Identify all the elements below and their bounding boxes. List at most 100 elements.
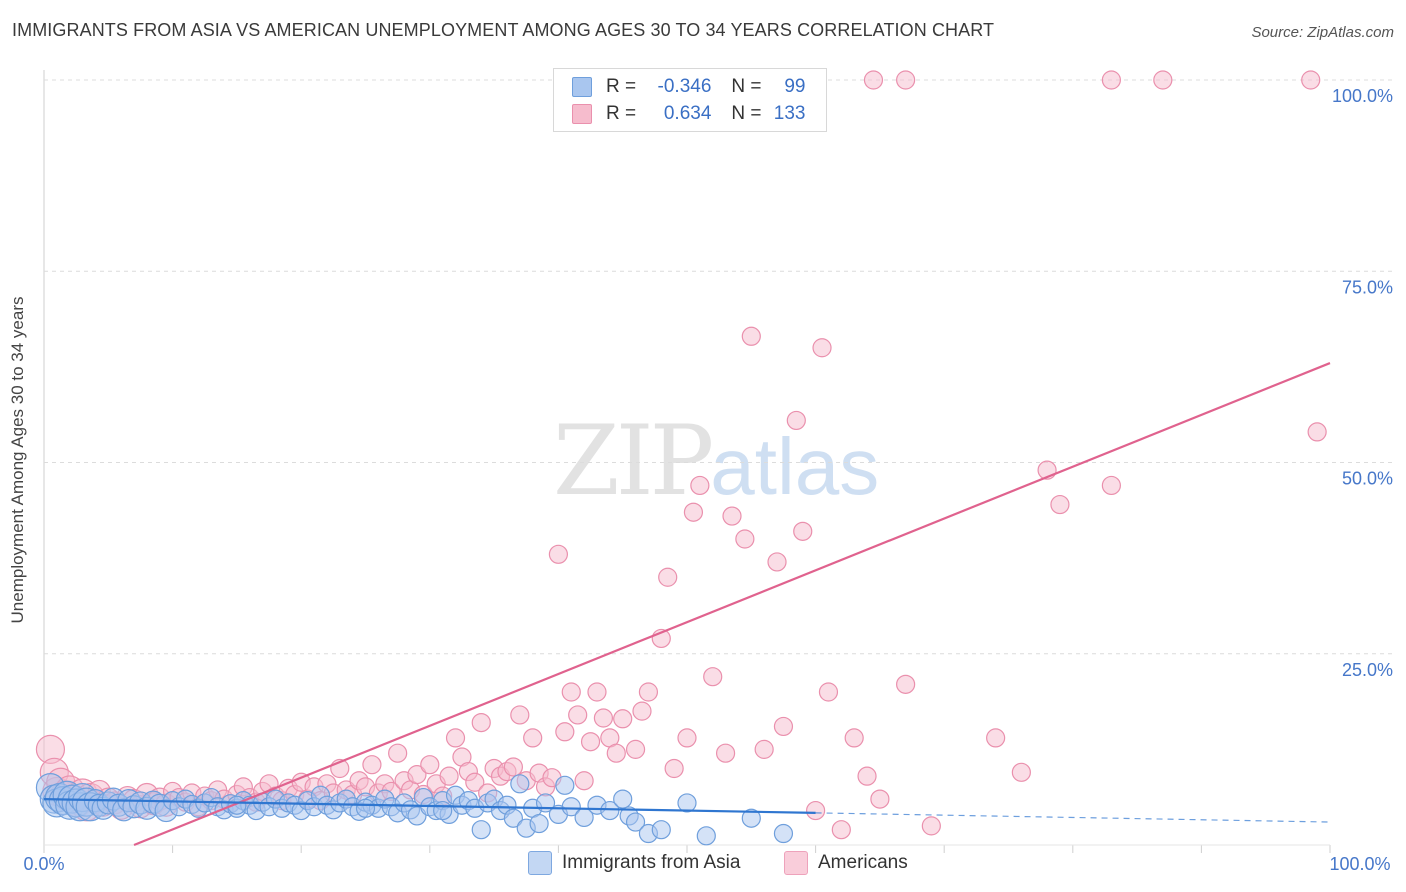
asia-point (561, 797, 581, 817)
americans-point (793, 521, 813, 541)
americans-point (722, 506, 742, 526)
americans-point (523, 728, 543, 748)
watermark-zip: ZIP (553, 405, 714, 517)
americans-point (503, 757, 523, 777)
watermark-atlas: atlas (710, 422, 880, 511)
americans-point (870, 789, 890, 809)
asia-point (503, 808, 523, 828)
y-tick-label: 75.0% (1342, 277, 1393, 297)
americans-point (1301, 70, 1321, 90)
legend-swatch-asia (528, 851, 552, 875)
americans-point (844, 728, 864, 748)
x-tick-label: 100.0% (1329, 854, 1390, 874)
asia-r-value: -0.346 (657, 76, 712, 97)
americans-r-label: R = (606, 103, 637, 124)
legend-swatch-americans (784, 851, 808, 875)
legend-label-americans: Americans (818, 852, 908, 873)
americans-point (593, 708, 614, 728)
asia-point (651, 820, 671, 840)
americans-point (1050, 494, 1070, 515)
stats-legend: R = -0.346 N = 99 R = 0.634 N = 133 (553, 68, 827, 132)
americans-point (439, 766, 459, 786)
asia-point (355, 798, 376, 818)
americans-point (690, 475, 710, 496)
asia-point (529, 813, 549, 834)
y-tick-label: 100.0% (1332, 86, 1393, 106)
americans-point (677, 728, 697, 748)
asia-point (555, 775, 575, 795)
americans-point (638, 682, 659, 702)
americans-point (812, 338, 832, 358)
americans-point (388, 743, 408, 763)
asia-point (773, 823, 794, 844)
watermark: ZIPatlas (553, 405, 879, 517)
asia-trendline-extension (815, 812, 1331, 823)
americans-point (754, 739, 774, 759)
americans-point (786, 410, 806, 431)
americans-point (857, 766, 877, 786)
americans-point (921, 816, 941, 836)
americans-point (805, 800, 826, 821)
americans-point (703, 667, 723, 687)
asia-n-label: N = (731, 76, 762, 97)
americans-point (1101, 475, 1121, 496)
americans-point (580, 732, 601, 752)
americans-point (625, 739, 646, 759)
americans-point (664, 758, 684, 779)
americans-point (613, 709, 633, 729)
source-label: Source: ZipAtlas.com (1251, 24, 1394, 41)
series-legend: Immigrants from Asia Americans (0, 851, 1406, 877)
americans-point (548, 544, 569, 564)
americans-point (568, 705, 588, 725)
americans-point (420, 755, 440, 775)
y-tick-label: 50.0% (1342, 469, 1393, 489)
americans-point (735, 529, 755, 549)
asia-n-value: 99 (784, 76, 806, 97)
americans-point (818, 682, 839, 702)
asia-point (471, 820, 491, 840)
americans-point (683, 502, 704, 522)
americans-trendline (133, 362, 1331, 847)
x-tick-label: 0.0% (23, 854, 64, 874)
americans-point (606, 743, 626, 763)
americans-point (555, 722, 575, 742)
americans-swatch (572, 104, 592, 124)
asia-point (696, 826, 716, 846)
americans-point (767, 552, 787, 572)
americans-point (632, 701, 652, 721)
legend-item-asia: Immigrants from Asia (528, 851, 740, 875)
chart-title: IMMIGRANTS FROM ASIA VS AMERICAN UNEMPLO… (12, 20, 995, 40)
americans-point (1307, 422, 1327, 442)
asia-point (600, 800, 620, 821)
asia-point (613, 789, 633, 809)
asia-point (741, 808, 761, 828)
americans-point (831, 820, 851, 840)
americans-point (574, 771, 594, 791)
americans-point (896, 674, 916, 694)
y-axis-label: Unemployment Among Ages 30 to 34 years (8, 296, 27, 624)
americans-point (362, 755, 382, 775)
asia-point (625, 812, 646, 832)
americans-point (986, 728, 1006, 748)
americans-point (587, 682, 607, 702)
americans-point (863, 70, 884, 90)
americans-point (471, 712, 491, 733)
americans-point (896, 70, 916, 90)
americans-point (561, 682, 581, 702)
americans-n-label: N = (731, 103, 762, 124)
asia-r-label: R = (606, 76, 637, 97)
americans-point (510, 705, 530, 725)
legend-item-americans: Americans (784, 851, 908, 875)
asia-trendline (43, 798, 816, 814)
americans-r-value: 0.634 (663, 103, 712, 124)
asia-swatch (572, 77, 592, 97)
americans-point (465, 772, 485, 792)
asia-point (433, 800, 453, 821)
americans-point (1153, 70, 1173, 90)
americans-point (658, 567, 678, 587)
legend-row-asia: R = -0.346 N = 99 (572, 74, 806, 100)
asia-point (677, 793, 697, 813)
americans-point (741, 326, 761, 346)
americans-point (1011, 762, 1031, 782)
